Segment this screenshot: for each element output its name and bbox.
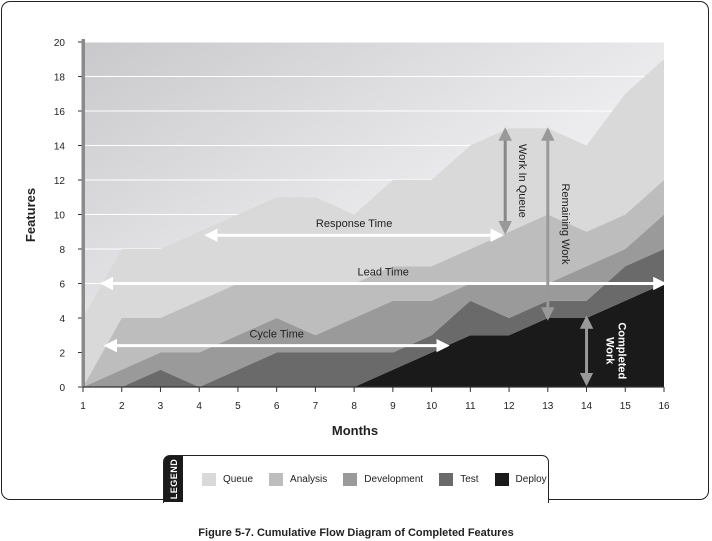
y-tick-label: 18	[54, 73, 66, 84]
remaining-work-label: Remaining Work	[559, 183, 571, 265]
legend-swatch-development	[343, 473, 358, 486]
x-tick-label: 7	[313, 401, 319, 412]
legend-label-deploy: Deploy	[515, 474, 547, 485]
area-deploy	[83, 283, 664, 387]
annotations: Response Time Lead Time Cycle Time Work In …	[99, 127, 667, 387]
figure-caption: Figure 5-7. Cumulative Flow Diagram of C…	[198, 527, 514, 539]
completed-work-label: CompletedWork	[604, 322, 628, 379]
x-tick-label: 4	[196, 401, 202, 412]
y-tick-label: 4	[59, 314, 65, 325]
y-tick-label: 8	[59, 245, 65, 256]
y-tick-label: 10	[54, 211, 66, 222]
legend-tab: LEGEND	[164, 456, 183, 502]
x-tick-label: 3	[158, 401, 164, 412]
y-tick-label: 0	[59, 383, 65, 394]
legend-swatch-test	[439, 473, 454, 486]
legend-swatch-queue	[202, 473, 216, 486]
y-tick-label: 14	[54, 142, 66, 153]
y-axis-label: Features	[23, 188, 38, 242]
response-time-label: Response Time	[316, 218, 392, 230]
x-tick-label: 16	[658, 401, 670, 412]
legend-item-analysis: Analysis	[269, 473, 327, 486]
legend-label-queue: Queue	[223, 474, 254, 485]
x-tick-label: 5	[235, 401, 241, 412]
x-axis-label: Months	[332, 423, 378, 438]
legend-label-development: Development	[364, 474, 424, 485]
legend-item-test: Test	[439, 473, 479, 486]
y-tick-label: 12	[54, 176, 66, 187]
y-tick-label: 16	[54, 107, 66, 118]
y-tick-label: 20	[54, 38, 66, 49]
legend-swatch-analysis	[269, 473, 284, 486]
y-tick-label: 6	[59, 280, 65, 291]
cycle-time-label: Cycle Time	[249, 329, 303, 341]
lead-time-label: Lead Time	[357, 267, 408, 279]
area-queue	[83, 59, 664, 387]
x-tick-label: 6	[274, 401, 280, 412]
legend-item-development: Development	[343, 473, 423, 486]
legend: LEGEND Queue Analysis Development Test Deplo…	[163, 455, 549, 503]
x-tick-label: 8	[351, 401, 357, 412]
legend-item-deploy: Deploy	[494, 473, 547, 486]
legend-title: LEGEND	[168, 458, 179, 500]
x-tick-label: 14	[581, 401, 593, 412]
x-tick-label: 13	[542, 401, 554, 412]
y-axis-line	[81, 39, 85, 387]
x-tick-label: 12	[504, 401, 516, 412]
x-tick-label: 2	[119, 401, 125, 412]
x-tick-label: 10	[426, 401, 438, 412]
legend-item-queue: Queue	[202, 473, 253, 486]
legend-label-analysis: Analysis	[290, 474, 328, 485]
legend-items: Queue Analysis Development Test Deploy	[202, 473, 563, 486]
x-tick-label: 15	[620, 401, 632, 412]
y-tick-label: 2	[59, 349, 65, 360]
x-tick-label: 1	[80, 401, 86, 412]
legend-label-test: Test	[460, 474, 479, 485]
legend-swatch-deploy	[494, 473, 509, 486]
x-tick-label: 11	[465, 401, 476, 412]
x-tick-label: 9	[390, 401, 396, 412]
work-in-queue-label: Work In Queue	[516, 144, 528, 218]
